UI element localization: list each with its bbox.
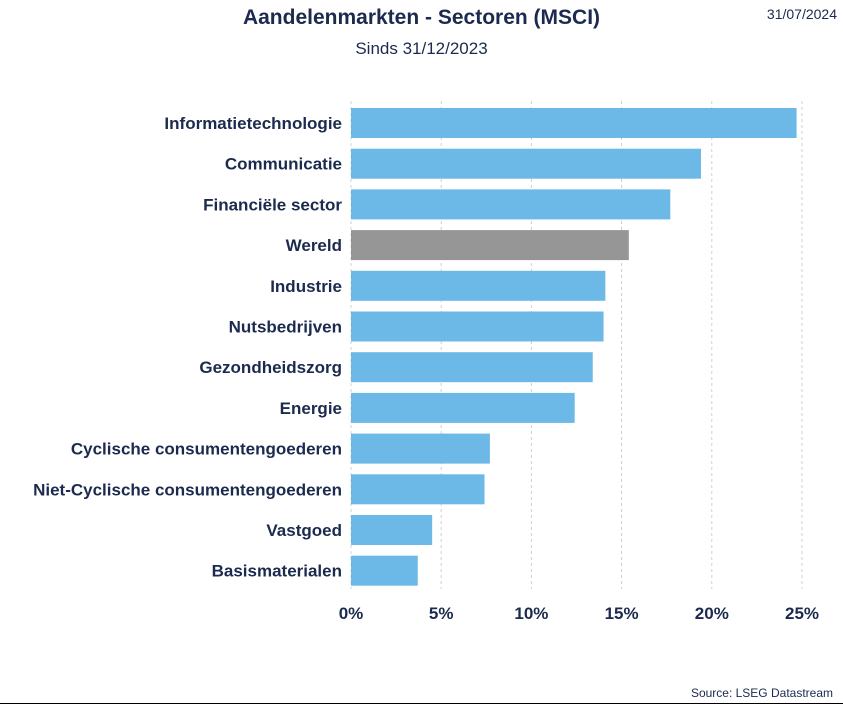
- category-label: Energie: [280, 399, 342, 418]
- date-stamp: 31/07/2024: [766, 6, 837, 22]
- x-tick-label: 15%: [605, 604, 639, 623]
- category-labels: Informatietechnologie Communicatie Financi…: [33, 114, 342, 581]
- category-label: Gezondheidszorg: [199, 358, 342, 377]
- category-label: Nutsbedrijven: [229, 318, 342, 337]
- bar-basismaterialen: [351, 555, 418, 586]
- bar-industrie: [351, 270, 606, 301]
- x-tick-label: 10%: [514, 604, 548, 623]
- x-tick-label: 5%: [429, 604, 454, 623]
- category-label: Communicatie: [225, 155, 342, 174]
- category-label: Vastgoed: [266, 521, 342, 540]
- bar-wereld: [351, 230, 629, 261]
- bar-niet-cyclische-consumentengoederen: [351, 474, 485, 505]
- x-tick-label: 25%: [785, 604, 819, 623]
- x-tick-label: 20%: [695, 604, 729, 623]
- category-label: Wereld: [286, 236, 342, 255]
- bar-gezondheidszorg: [351, 352, 593, 383]
- bar-energie: [351, 392, 575, 423]
- category-label: Cyclische consumentengoederen: [71, 440, 342, 459]
- bar-informatietechnologie: [351, 108, 797, 138]
- bar-communicatie: [351, 148, 701, 179]
- bar-nutsbedrijven: [351, 311, 604, 342]
- bar-vastgoed: [351, 515, 433, 545]
- bar-financi-le-sector: [351, 189, 671, 220]
- category-label: Financiële sector: [203, 195, 342, 214]
- bars: [351, 108, 797, 586]
- category-label: Informatietechnologie: [164, 114, 342, 133]
- chart-title: Aandelenmarkten - Sectoren (MSCI): [242, 6, 601, 29]
- category-label: Basismaterialen: [212, 562, 342, 581]
- chart-subtitle: Sinds 31/12/2023: [355, 39, 488, 58]
- category-label: Industrie: [270, 277, 342, 296]
- bar-cyclische-consumentengoederen: [351, 433, 490, 464]
- bar-chart: Informatietechnologie Communicatie Financi…: [33, 101, 819, 623]
- x-tick-label: 0%: [339, 604, 364, 623]
- source-note: Source: LSEG Datastream: [690, 686, 833, 700]
- category-label: Niet-Cyclische consumentengoederen: [33, 480, 342, 499]
- x-tick-labels: 0% 5% 10% 15% 20% 25%: [339, 604, 819, 623]
